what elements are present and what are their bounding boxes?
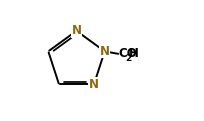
Text: N: N [71, 24, 81, 37]
Text: N: N [99, 45, 109, 58]
Text: CO: CO [118, 47, 137, 60]
Text: N: N [89, 78, 98, 91]
Text: H: H [129, 47, 139, 60]
Text: 2: 2 [125, 54, 131, 63]
